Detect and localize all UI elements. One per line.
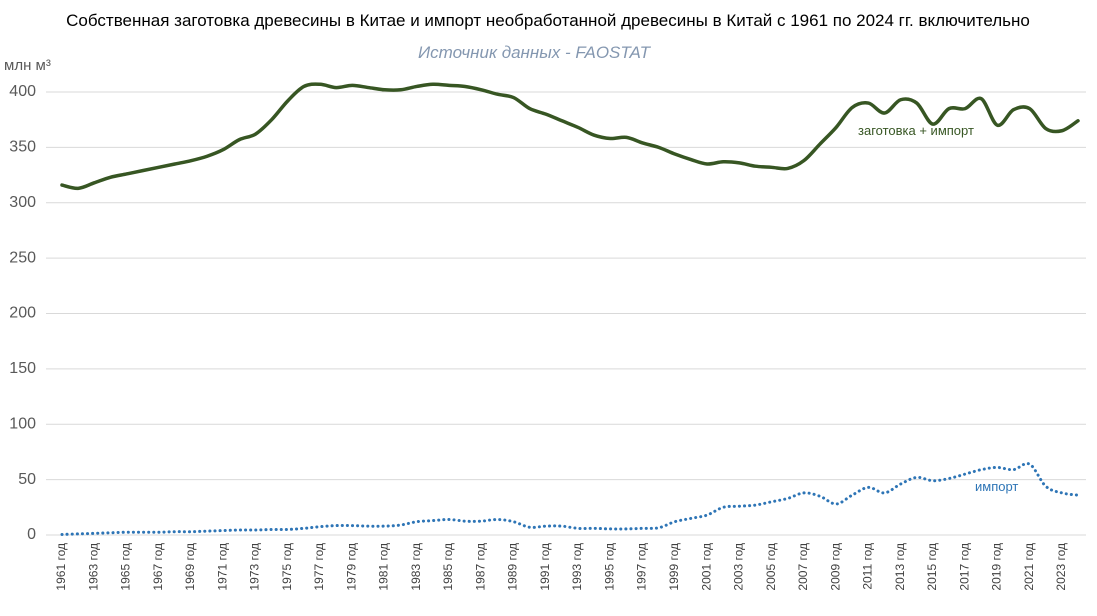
x-tick-label: 1971 год [215, 543, 229, 591]
x-tick-label: 1967 год [151, 543, 165, 591]
x-tick-label: 2007 год [796, 543, 810, 591]
x-tick-label: 2021 год [1022, 543, 1036, 591]
chart-title: Собственная заготовка древесины в Китае … [66, 11, 1030, 30]
x-tick-label: 1989 год [506, 543, 520, 591]
x-tick-label: 1975 год [280, 543, 294, 591]
x-tick-label: 1961 год [54, 543, 68, 591]
y-axis-label: млн м³ [4, 57, 51, 74]
x-tick-label: 1991 год [538, 543, 552, 591]
x-tick-label: 2019 год [990, 543, 1004, 591]
x-tick-label: 1987 год [473, 543, 487, 591]
x-tick-label: 2013 год [893, 543, 907, 591]
x-tick-label: 2009 год [828, 543, 842, 591]
x-tick-label: 1997 год [635, 543, 649, 591]
x-tick-label: 1995 год [602, 543, 616, 591]
series-label: заготовка + импорт [858, 123, 974, 138]
y-tick-label: 0 [27, 526, 36, 543]
y-tick-label: 250 [9, 249, 36, 266]
x-tick-label: 1979 год [344, 543, 358, 591]
y-tick-label: 350 [9, 139, 36, 156]
y-tick-label: 300 [9, 194, 36, 211]
x-tick-label: 1993 год [570, 543, 584, 591]
x-tick-label: 2003 год [732, 543, 746, 591]
x-tick-label: 2005 год [764, 543, 778, 591]
y-tick-label: 50 [18, 471, 36, 488]
x-tick-label: 1977 год [312, 543, 326, 591]
x-tick-label: 1965 год [119, 543, 133, 591]
x-tick-label: 1981 год [377, 543, 391, 591]
x-tick-label: 1969 год [183, 543, 197, 591]
x-tick-label: 1973 год [248, 543, 262, 591]
x-tick-label: 2001 год [699, 543, 713, 591]
x-tick-label: 2011 год [861, 543, 875, 590]
x-tick-label: 2023 год [1054, 543, 1068, 591]
y-tick-label: 150 [9, 360, 36, 377]
x-tick-label: 2017 год [957, 543, 971, 591]
x-tick-label: 1983 год [409, 543, 423, 591]
chart-subtitle: Источник данных - FAOSTAT [418, 43, 652, 62]
x-tick-label: 2015 год [925, 543, 939, 591]
x-tick-label: 1963 год [86, 543, 100, 591]
y-tick-label: 100 [9, 415, 36, 432]
x-tick-label: 1999 год [667, 543, 681, 591]
series-line [60, 462, 1080, 536]
series-label: импорт [975, 479, 1018, 494]
y-tick-label: 400 [9, 83, 36, 100]
series-line [60, 82, 1080, 191]
x-tick-label: 1985 год [441, 543, 455, 591]
y-tick-label: 200 [9, 305, 36, 322]
